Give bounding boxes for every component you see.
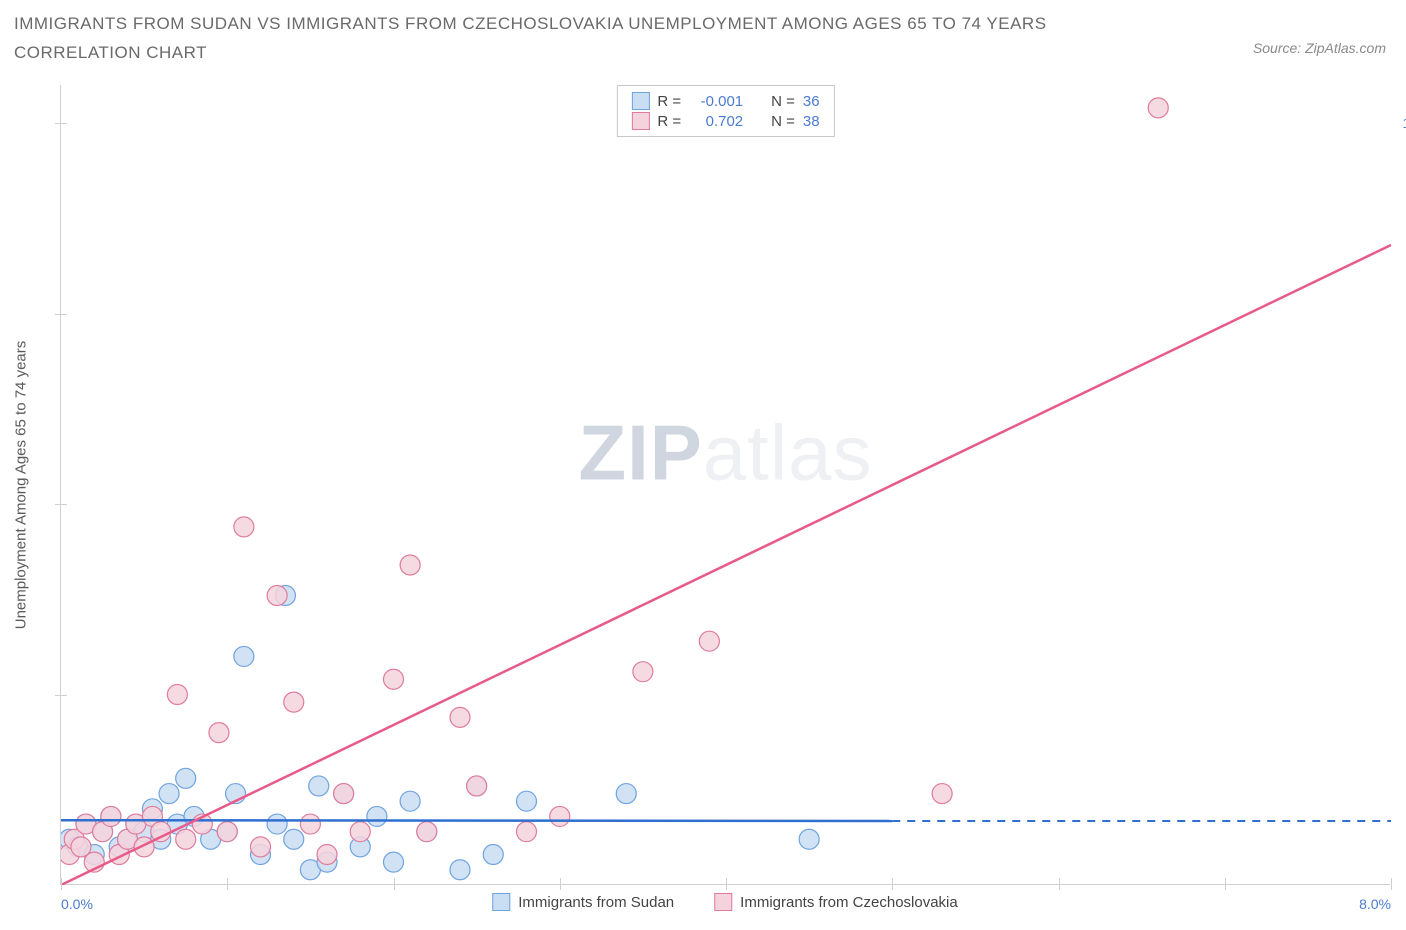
swatch-sudan [631, 92, 649, 110]
point-czech [151, 822, 171, 842]
point-sudan [367, 806, 387, 826]
point-czech [284, 692, 304, 712]
point-czech [101, 806, 121, 826]
x-tick-mark [1059, 878, 1060, 890]
x-tick-mark [892, 878, 893, 890]
stats-row-sudan: R = -0.001 N = 36 [631, 92, 819, 110]
y-tick-mark [55, 314, 67, 315]
legend-label-sudan: Immigrants from Sudan [518, 894, 674, 911]
point-sudan [284, 829, 304, 849]
point-czech [517, 822, 537, 842]
stats-legend: R = -0.001 N = 36 R = 0.702 N = 38 [616, 85, 834, 137]
point-czech [134, 837, 154, 857]
point-czech [251, 837, 271, 857]
point-sudan [616, 784, 636, 804]
point-czech [217, 822, 237, 842]
x-tick-mark [61, 878, 62, 890]
point-sudan [234, 646, 254, 666]
point-czech [467, 776, 487, 796]
title-line-1: IMMIGRANTS FROM SUDAN VS IMMIGRANTS FROM… [14, 10, 1392, 39]
legend-item-czech: Immigrants from Czechoslovakia [714, 893, 958, 911]
point-sudan [309, 776, 329, 796]
chart-area: ZIPatlas R =-0.001N =36R =0.702N =38 Une… [60, 85, 1390, 885]
point-czech [267, 585, 287, 605]
point-czech [932, 784, 952, 804]
point-czech [176, 829, 196, 849]
n-value-sudan: 36 [803, 93, 820, 110]
plot-region: ZIPatlas R =-0.001N =36R =0.702N =38 Une… [60, 85, 1390, 885]
point-czech [300, 814, 320, 834]
point-sudan [483, 845, 503, 865]
point-sudan [517, 791, 537, 811]
x-tick-mark [1225, 878, 1226, 890]
point-czech [384, 669, 404, 689]
point-czech [209, 723, 229, 743]
svg-data-layer [61, 85, 1391, 885]
title-block: IMMIGRANTS FROM SUDAN VS IMMIGRANTS FROM… [14, 10, 1392, 68]
n-value-czech: 38 [803, 113, 820, 130]
point-czech [400, 555, 420, 575]
point-sudan [267, 814, 287, 834]
legend-swatch-sudan [492, 893, 510, 911]
y-tick-mark [55, 695, 67, 696]
y-tick-label: 100.0% [1403, 115, 1406, 131]
x-tick-mark [394, 878, 395, 890]
y-axis-label: Unemployment Among Ages 65 to 74 years [13, 340, 30, 629]
stats-row-czech: R = 0.702 N = 38 [631, 112, 819, 130]
r-value-czech: 0.702 [689, 113, 743, 130]
point-czech [550, 806, 570, 826]
x-tick-mark [227, 878, 228, 890]
r-value-sudan: -0.001 [689, 93, 743, 110]
legend-label-czech: Immigrants from Czechoslovakia [740, 894, 958, 911]
point-czech [334, 784, 354, 804]
y-tick-mark [55, 123, 67, 124]
series-legend: Immigrants from Sudan Immigrants from Cze… [492, 893, 957, 911]
point-sudan [384, 852, 404, 872]
point-czech [417, 822, 437, 842]
trend-line-czech [61, 245, 1391, 885]
point-czech [450, 707, 470, 727]
point-czech [633, 662, 653, 682]
n-label: N = [771, 93, 795, 110]
point-czech [1148, 98, 1168, 118]
x-tick-label: 8.0% [1359, 896, 1391, 912]
n-label: N = [771, 113, 795, 130]
point-sudan [799, 829, 819, 849]
point-czech [167, 685, 187, 705]
legend-swatch-czech [714, 893, 732, 911]
swatch-czech [631, 112, 649, 130]
point-czech [234, 517, 254, 537]
y-tick-mark [55, 504, 67, 505]
x-tick-mark [560, 878, 561, 890]
trend-line-sudan [61, 820, 892, 821]
point-sudan [176, 768, 196, 788]
x-tick-mark [1391, 878, 1392, 890]
point-sudan [159, 784, 179, 804]
point-czech [317, 845, 337, 865]
point-czech [699, 631, 719, 651]
x-tick-label: 0.0% [61, 896, 93, 912]
legend-item-sudan: Immigrants from Sudan [492, 893, 674, 911]
point-sudan [450, 860, 470, 880]
source-attribution: Source: ZipAtlas.com [1253, 40, 1386, 56]
point-sudan [400, 791, 420, 811]
r-label: R = [657, 93, 681, 110]
r-label: R = [657, 113, 681, 130]
title-line-2: CORRELATION CHART [14, 39, 1392, 68]
point-czech [350, 822, 370, 842]
x-tick-mark [726, 878, 727, 890]
